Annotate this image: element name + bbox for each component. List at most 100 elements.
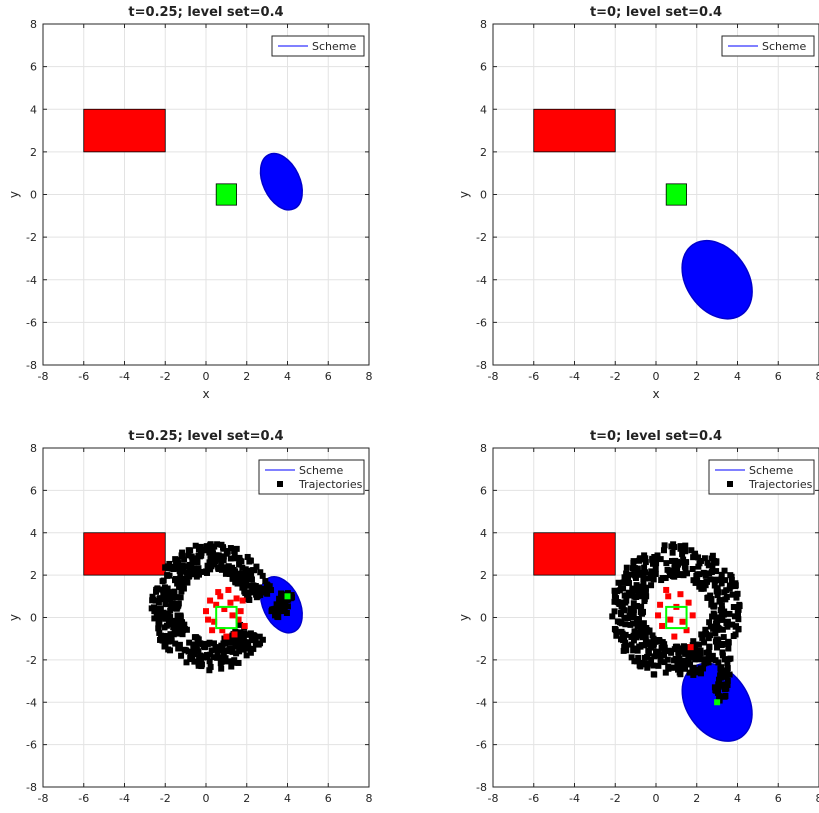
trajectory-point (186, 639, 193, 646)
trajectory-point (159, 586, 166, 593)
trajectory-point (734, 590, 741, 597)
trajectory-point (697, 670, 704, 677)
trajectory-point (170, 624, 177, 631)
trajectory-point (244, 553, 251, 560)
trajectory-point (665, 665, 672, 672)
trajectory-point (644, 664, 651, 671)
trajectory-point (705, 594, 712, 601)
trajectory-point (220, 545, 227, 552)
trajectory-point (236, 648, 243, 655)
trajectory-point (721, 577, 728, 584)
trajectory-point (619, 599, 626, 606)
y-tick-label: -2 (26, 231, 37, 244)
trajectory-point (666, 648, 673, 655)
trajectory-point (706, 619, 713, 626)
trajectory-point (252, 637, 259, 644)
trajectory-point (642, 589, 649, 596)
x-tick-label: 8 (366, 792, 373, 805)
trajectory-point (733, 594, 740, 601)
trajectory-point (219, 644, 226, 651)
trajectory-point (725, 638, 732, 645)
trajectory-point (621, 636, 628, 643)
trajectory-point (625, 580, 632, 587)
trajectory-point (637, 643, 644, 650)
trajectory-point (239, 584, 246, 591)
trajectory-point (657, 658, 664, 665)
target-square (665, 605, 688, 630)
trajectory-point (702, 626, 709, 633)
trajectory-point (617, 611, 624, 618)
trajectory-point (162, 637, 169, 644)
trajectory-point (727, 655, 734, 662)
trajectory-point (148, 605, 155, 612)
trajectory-point (250, 632, 257, 639)
y-axis-label: y (457, 614, 471, 621)
trajectory-point (245, 568, 252, 575)
trajectory-point (203, 543, 210, 550)
trajectory-point (203, 546, 210, 553)
trajectory-point (179, 631, 186, 638)
trajectory-point (642, 637, 649, 644)
x-tick-label: -6 (78, 792, 89, 805)
y-tick-label: 0 (30, 612, 37, 625)
trajectory-point (653, 560, 660, 567)
trajectory-point (630, 600, 637, 607)
trajectory-point (185, 648, 192, 655)
trajectory-point (161, 624, 168, 631)
y-tick-label: 6 (480, 61, 487, 74)
trajectory-point (710, 625, 717, 632)
trajectory-point (232, 578, 239, 585)
x-tick-label: 6 (775, 792, 782, 805)
trajectory-point (166, 560, 173, 567)
trajectory-point (651, 653, 658, 660)
trajectory-point (682, 548, 689, 555)
trajectory-point (236, 557, 243, 564)
y-tick-label: 6 (30, 61, 37, 74)
trajectory-point (259, 636, 266, 643)
red-point (687, 644, 694, 651)
x-tick-label: 8 (816, 370, 819, 383)
trajectory-point (631, 630, 638, 637)
trajectory-point (179, 553, 186, 560)
trajectory-point (196, 655, 203, 662)
trajectory-point (627, 605, 634, 612)
trajectory-point (642, 555, 649, 562)
plot-content (533, 108, 753, 320)
trajectory-point (661, 644, 668, 651)
trajectory-point (218, 665, 225, 672)
trajectory-point (718, 580, 725, 587)
start-point (714, 699, 721, 706)
trajectory-point (720, 634, 727, 641)
y-tick-label: -8 (476, 781, 487, 794)
trajectory-point (714, 626, 721, 633)
trajectory-point (703, 578, 710, 585)
red-point (241, 622, 248, 629)
trajectory-point (696, 560, 703, 567)
trajectory-point (272, 611, 279, 618)
trajectory-point (726, 610, 733, 617)
trajectory-point (677, 671, 684, 678)
x-tick-label: 2 (243, 370, 250, 383)
y-tick-label: 4 (480, 527, 487, 540)
trajectory-point (712, 630, 719, 637)
subplot-2: -8 -6 -4 -2 0 2 4 6 8 -8 -6 -4 -2 0 2 4 6 8 t=0; level set… (457, 5, 819, 401)
trajectory-point (689, 565, 696, 572)
trajectory-point (723, 587, 730, 594)
trajectory-point (197, 640, 204, 647)
trajectory-point (721, 567, 728, 574)
trajectory-point (661, 542, 668, 549)
trajectory-point (181, 646, 188, 653)
trajectory-point (703, 659, 710, 666)
trajectory-point (707, 576, 714, 583)
trajectory-point (631, 658, 638, 665)
trajectory-point (657, 556, 664, 563)
x-tick-label: -4 (569, 792, 580, 805)
trajectory-point (733, 623, 740, 630)
trajectory-point (177, 572, 184, 579)
trajectory-point (638, 621, 645, 628)
trajectory-point (282, 596, 289, 603)
x-tick-label: -8 (38, 792, 49, 805)
trajectory-point (656, 638, 663, 645)
trajectory-point (154, 586, 161, 593)
trajectory-point (716, 597, 723, 604)
